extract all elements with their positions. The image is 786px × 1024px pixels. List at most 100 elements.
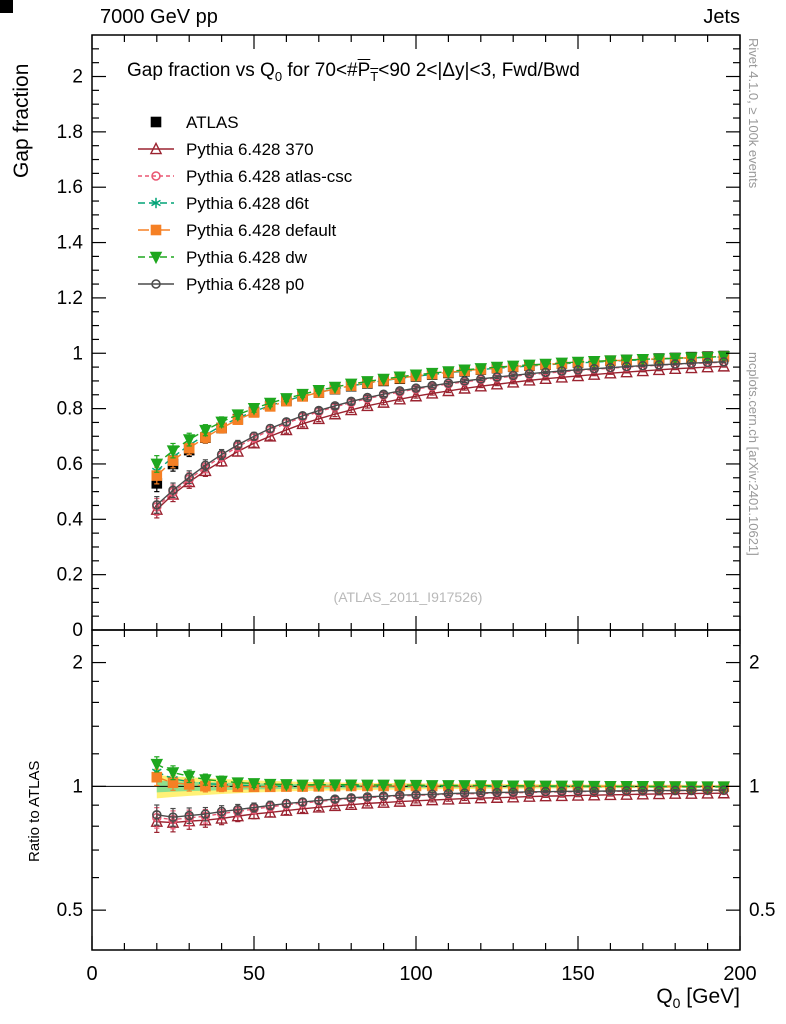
legend-entry: Pythia 6.428 dw	[138, 248, 308, 267]
marker-circle	[168, 812, 178, 822]
marker-triangle-up	[393, 794, 407, 807]
marker-triangle-down	[555, 780, 569, 794]
marker-triangle-down	[215, 775, 228, 789]
marker-triangle-down	[555, 357, 569, 371]
legend: ATLAS Pythia 6.428 370 Pythia 6.428 atlas-…	[138, 113, 353, 294]
axis-ticks: 0 0.2 0.4 0.6 0.8 1 1.2 1.4 1.6 1.8 2 0.5 0.5 1 1 2 2 0 50…	[57, 35, 775, 985]
marker-triangle-down	[636, 354, 650, 367]
marker-triangle-up	[523, 373, 536, 386]
marker-circle	[621, 786, 632, 796]
marker-triangle-down	[668, 352, 682, 366]
tick-label: 1.6	[57, 177, 83, 198]
y-axis-title-main: Gap fraction	[10, 63, 33, 178]
corner-artifact	[0, 0, 13, 13]
tick-label: 2	[749, 653, 760, 674]
marker-circle	[314, 405, 324, 416]
marker-triangle-down	[361, 779, 374, 793]
marker-triangle-up	[409, 388, 423, 402]
plot-title-part: P	[357, 60, 371, 81]
marker-triangle-down	[182, 770, 196, 784]
marker-triangle-down	[442, 366, 455, 379]
marker-triangle-down	[215, 416, 228, 430]
marker-triangle-down	[393, 371, 407, 384]
tick-label: 1.2	[57, 288, 83, 309]
marker-triangle-up	[182, 474, 196, 488]
marker-circle	[216, 449, 227, 460]
ratio-pythia-6-428-dw	[150, 756, 731, 794]
marker-circle	[492, 372, 502, 382]
marker-circle	[200, 809, 211, 819]
marker-triangle-down	[474, 363, 488, 376]
marker-circle	[476, 788, 486, 798]
tick-label: 0	[72, 620, 83, 641]
legend-entry: ATLAS	[150, 113, 239, 132]
legend-label: Pythia 6.428 d6t	[186, 194, 309, 213]
marker-circle	[297, 797, 308, 807]
marker-triangle-down	[296, 388, 309, 402]
marker-triangle-down	[377, 779, 390, 793]
marker-triangle-down	[393, 779, 407, 793]
marker-circle	[395, 790, 405, 800]
marker-circle	[573, 786, 583, 796]
marker-circle	[346, 396, 356, 407]
marker-circle	[346, 793, 356, 803]
marker-triangle-down	[425, 367, 439, 381]
marker-triangle-down	[166, 767, 180, 780]
marker-triangle-up	[425, 792, 439, 806]
marker-triangle-up	[280, 422, 293, 436]
marker-circle	[378, 389, 389, 399]
legend-label: Pythia 6.428 p0	[186, 275, 304, 294]
rivet-version-note: Rivet 4.1.0, ≥ 100k events	[746, 38, 761, 189]
beam-energy-label: 7000 GeV pp	[100, 6, 218, 28]
marker-square	[150, 224, 162, 236]
marker-circle	[508, 787, 518, 798]
marker-circle	[249, 431, 259, 442]
ratio-pythia-6-428-p0	[152, 785, 729, 827]
marker-triangle-up	[215, 454, 228, 467]
marker-triangle-up	[296, 801, 309, 815]
tick-label: 150	[561, 963, 594, 985]
tick-label: 2	[72, 653, 83, 674]
marker-triangle-up	[247, 436, 261, 449]
marker-triangle-up	[344, 402, 358, 416]
marker-circle	[152, 500, 162, 510]
marker-circle	[233, 440, 243, 450]
marker-triangle-up	[442, 383, 455, 397]
legend-entry: Pythia 6.428 p0	[138, 275, 304, 294]
marker-triangle-down	[150, 758, 164, 772]
marker-square	[151, 771, 163, 783]
marker-triangle-up	[328, 798, 342, 812]
marker-triangle-down	[620, 354, 633, 368]
plot-title-part: Gap fraction vs Q	[127, 60, 275, 81]
marker-asterisk-arm	[151, 199, 161, 207]
marker-triangle-up	[312, 800, 326, 813]
tick-label: 1	[749, 776, 760, 797]
marker-circle	[476, 374, 486, 384]
marker-circle	[184, 810, 194, 821]
marker-circle	[151, 279, 161, 289]
marker-circle	[719, 785, 729, 795]
marker-triangle-down	[263, 778, 277, 792]
marker-triangle-down	[296, 779, 309, 793]
marker-triangle-down	[199, 424, 212, 438]
tick-label: 1.8	[57, 122, 83, 143]
marker-triangle-up	[149, 141, 163, 155]
marker-circle	[654, 360, 664, 370]
plot-title-sub: T	[370, 68, 379, 84]
tick-label: 200	[723, 963, 756, 985]
marker-triangle-down	[344, 378, 358, 392]
plot-title-sub: 0	[274, 68, 283, 84]
marker-circle	[702, 785, 713, 795]
marker-triangle-up	[474, 379, 488, 392]
y-axis-title-ratio: Ratio to ATLAS	[26, 760, 43, 862]
marker-triangle-down	[506, 780, 520, 793]
series-pythia-6-428-dw	[150, 351, 731, 473]
marker-triangle-down	[263, 397, 277, 411]
marker-circle	[362, 392, 373, 403]
marker-triangle-up	[571, 368, 585, 382]
marker-triangle-down	[701, 351, 714, 365]
tick-label: 2	[72, 67, 83, 88]
marker-triangle-down	[458, 780, 471, 793]
marker-triangle-up	[604, 366, 617, 379]
